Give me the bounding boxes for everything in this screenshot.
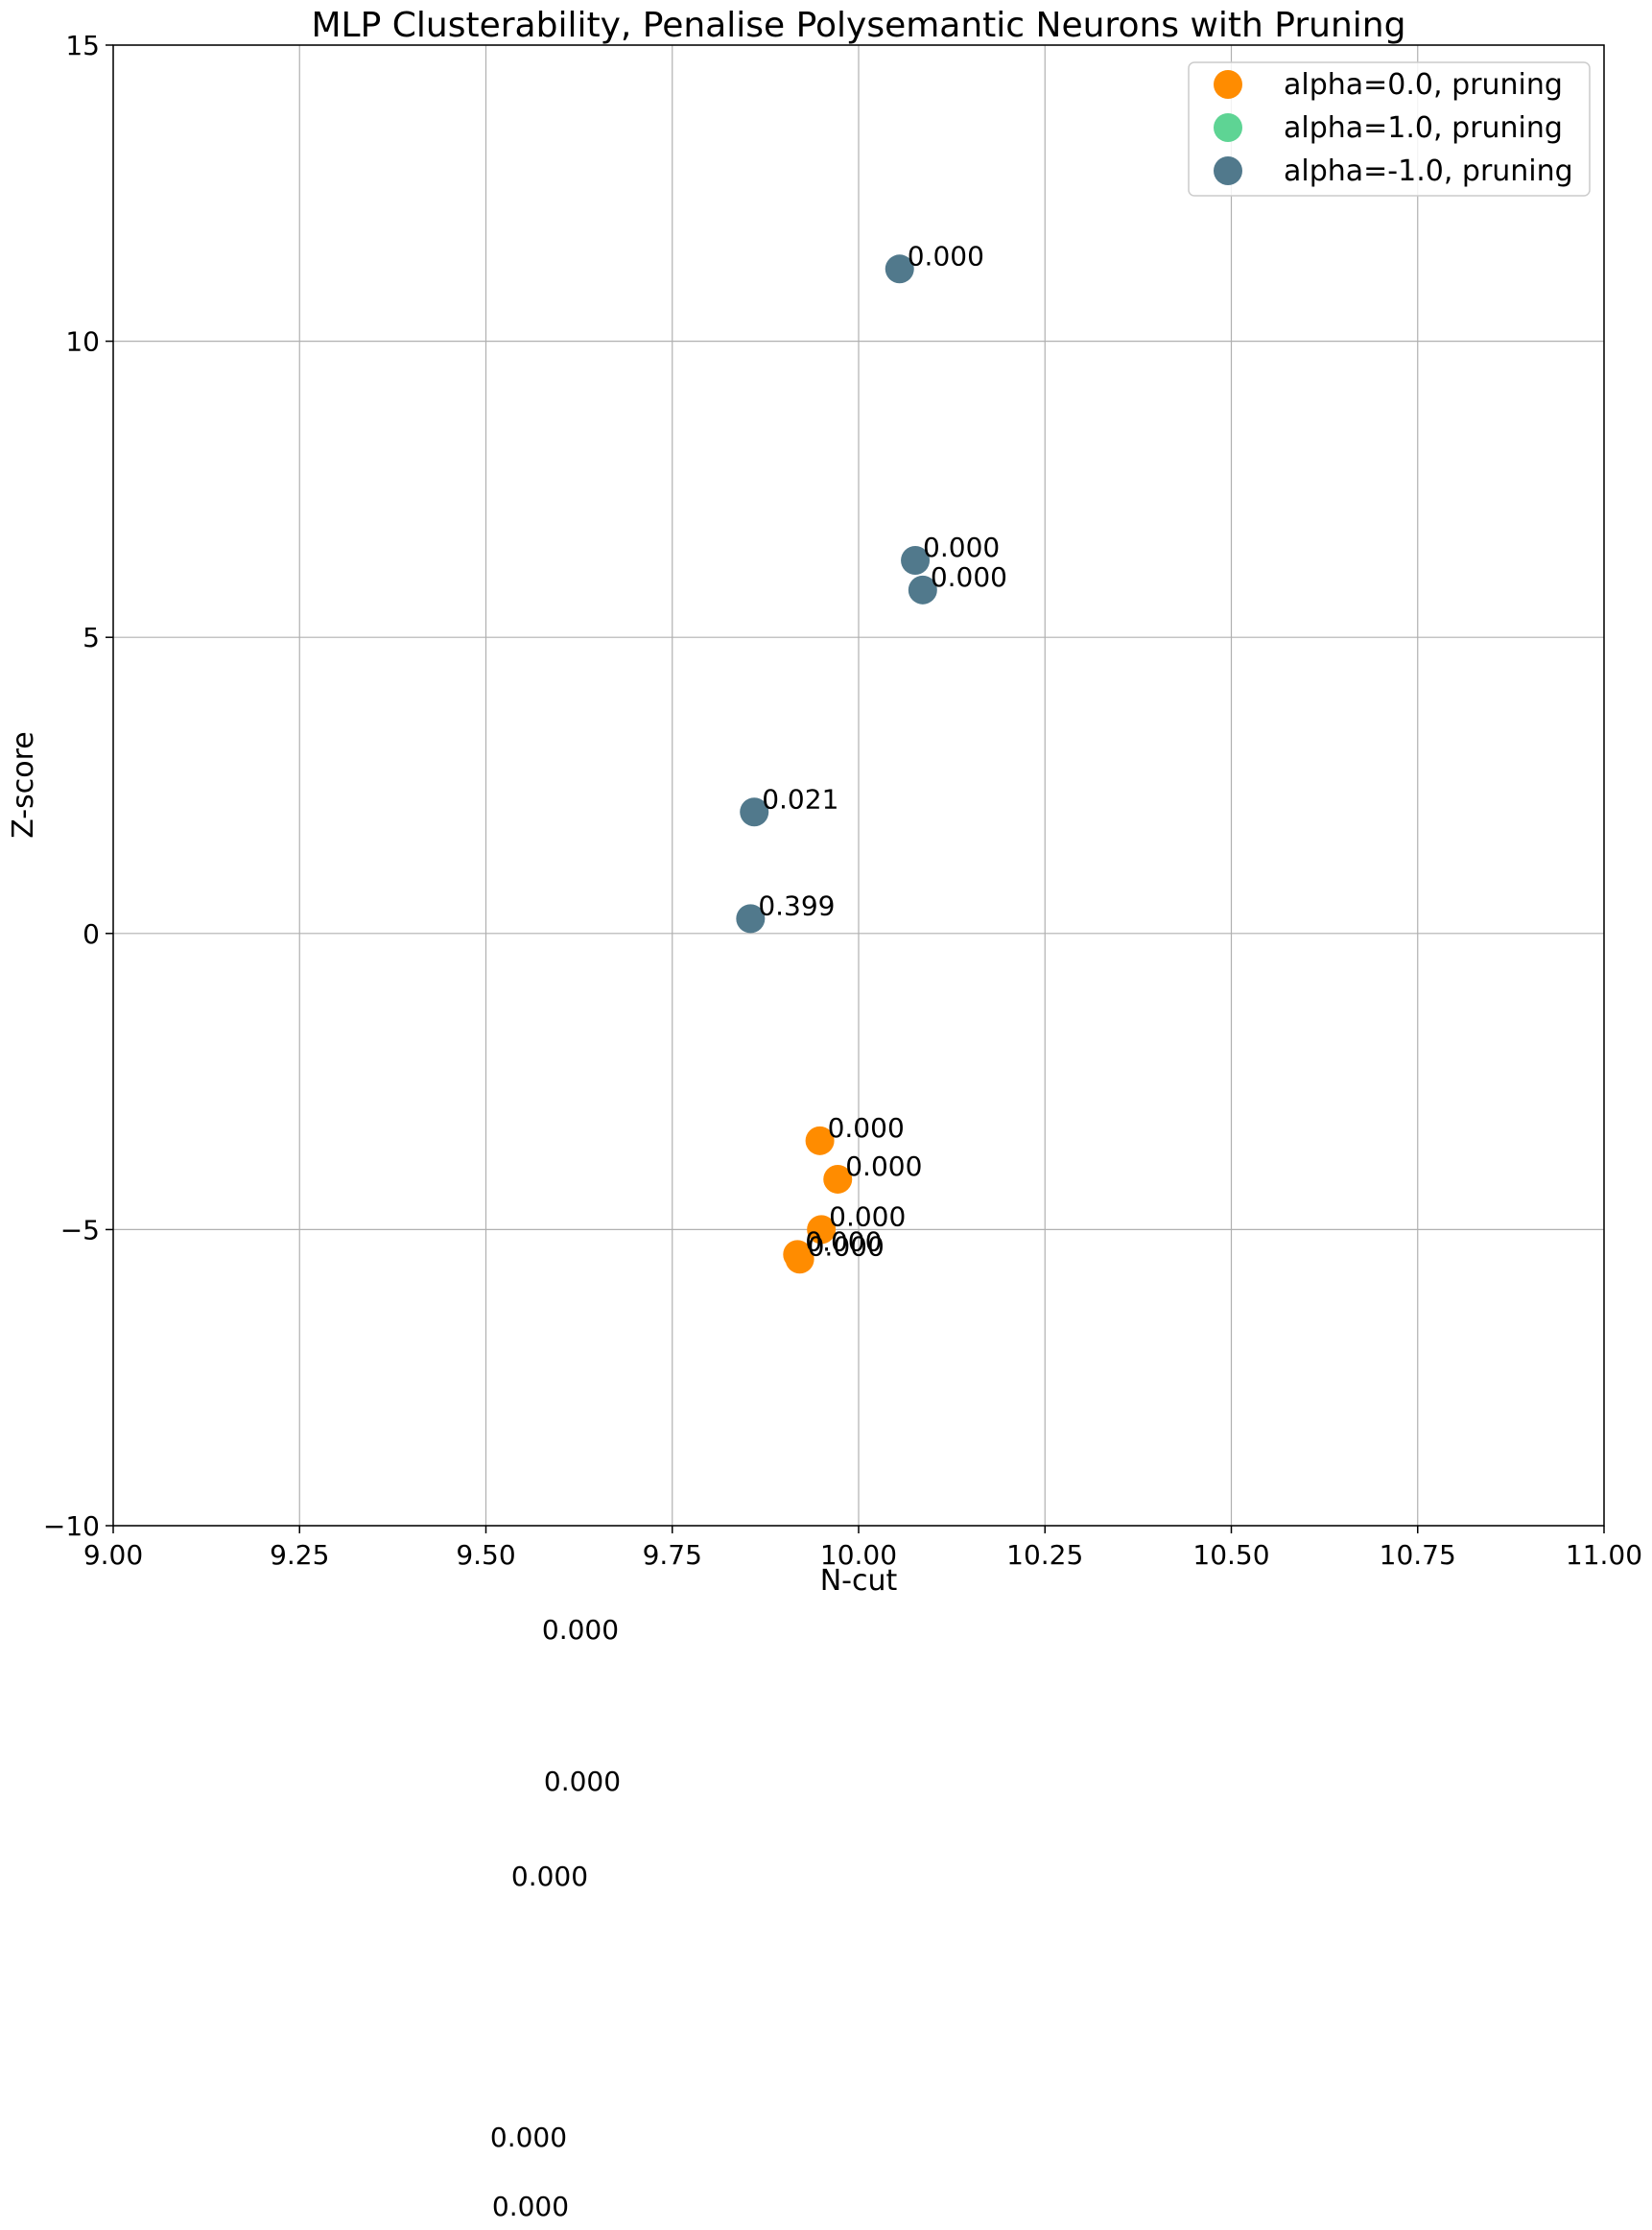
- legend-label: alpha=1.0, pruning: [1284, 111, 1563, 145]
- legend-marker: [1214, 156, 1242, 185]
- data-point: [740, 797, 769, 827]
- x-tick-labels: 9.00 9.25 9.50 9.75 10.00 10.25 10.50 10.75 11.0…: [83, 1539, 1642, 1571]
- data-points: [736, 254, 937, 1274]
- legend-marker: [1214, 70, 1242, 99]
- data-point: [807, 1215, 837, 1245]
- y-tick-label: −5: [60, 1214, 100, 1245]
- x-tick-label: 10.75: [1380, 1539, 1456, 1571]
- x-tick-label: 10.00: [820, 1539, 897, 1571]
- legend-box: [1188, 61, 1591, 197]
- y-tick-label: 5: [83, 622, 100, 653]
- legend: alpha=0.0, pruning alpha=1.0, pruning alph…: [1188, 61, 1591, 197]
- x-tick-label: 9.75: [643, 1539, 702, 1571]
- x-tick-label: 9.00: [83, 1539, 143, 1571]
- data-point: [908, 575, 937, 605]
- y-tick-label: −10: [43, 1510, 100, 1542]
- legend-label: alpha=-1.0, pruning: [1284, 154, 1573, 188]
- legend-marker: [1214, 113, 1242, 142]
- point-value-label: 0.000: [923, 532, 1000, 563]
- point-value-label: 0.000: [805, 1225, 882, 1257]
- x-tick-label: 10.25: [1006, 1539, 1083, 1571]
- x-tick-label: 10.50: [1192, 1539, 1269, 1571]
- axis-ticks: [106, 44, 1605, 1533]
- y-tick-labels: 15 10 5 0 −5 −10: [43, 30, 100, 1542]
- grid-lines: [112, 44, 1605, 1527]
- stray-value-label: 0.000: [542, 1614, 619, 1646]
- x-tick-label: 9.25: [270, 1539, 329, 1571]
- stray-value-label: 0.000: [511, 1861, 588, 1892]
- data-point: [785, 1245, 814, 1274]
- data-point: [901, 545, 931, 575]
- data-point: [736, 904, 766, 934]
- data-point: [885, 254, 914, 284]
- point-value-label: 0.000: [931, 561, 1007, 593]
- x-tick-label: 11.00: [1566, 1539, 1642, 1571]
- y-axis-label: Z-score: [7, 731, 40, 838]
- stray-value-label: 0.000: [544, 1766, 621, 1797]
- point-value-label: 0.000: [828, 1112, 905, 1144]
- point-value-label: 0.000: [908, 240, 984, 272]
- point-labels: 0.0000.0000.0000.0000.0000.0000.0000.000…: [758, 240, 1007, 1262]
- y-tick-label: 10: [65, 326, 100, 358]
- chart-title: MLP Clusterability, Penalise Polysemanti…: [312, 6, 1406, 45]
- stray-value-label: 0.000: [490, 2122, 567, 2153]
- point-value-label: 0.000: [808, 1230, 885, 1262]
- point-value-label: 0.021: [762, 783, 838, 815]
- y-tick-label: 0: [83, 918, 100, 950]
- point-value-label: 0.000: [845, 1151, 922, 1182]
- y-tick-label: 15: [65, 30, 100, 61]
- point-value-label: 0.000: [829, 1200, 906, 1232]
- legend-label: alpha=0.0, pruning: [1284, 68, 1563, 102]
- x-axis-label: N-cut: [820, 1564, 898, 1598]
- out-of-axes-labels: 0.000 0.000 0.000 0.000 0.000: [490, 1614, 621, 2222]
- data-point: [823, 1164, 853, 1194]
- stray-value-label: 0.000: [492, 2191, 569, 2222]
- x-tick-label: 9.50: [456, 1539, 515, 1571]
- data-point: [805, 1126, 835, 1155]
- point-value-label: 0.399: [758, 890, 835, 921]
